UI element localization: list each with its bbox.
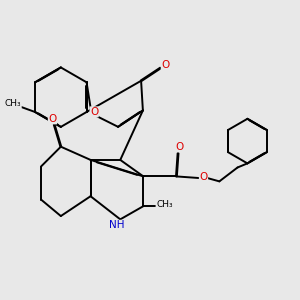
Text: O: O (48, 114, 57, 124)
Text: CH₃: CH₃ (156, 200, 173, 209)
Text: O: O (175, 142, 183, 152)
Text: CH₃: CH₃ (5, 99, 21, 108)
Text: O: O (161, 60, 170, 70)
Text: O: O (200, 172, 208, 182)
Text: O: O (90, 107, 98, 117)
Text: NH: NH (109, 220, 124, 230)
